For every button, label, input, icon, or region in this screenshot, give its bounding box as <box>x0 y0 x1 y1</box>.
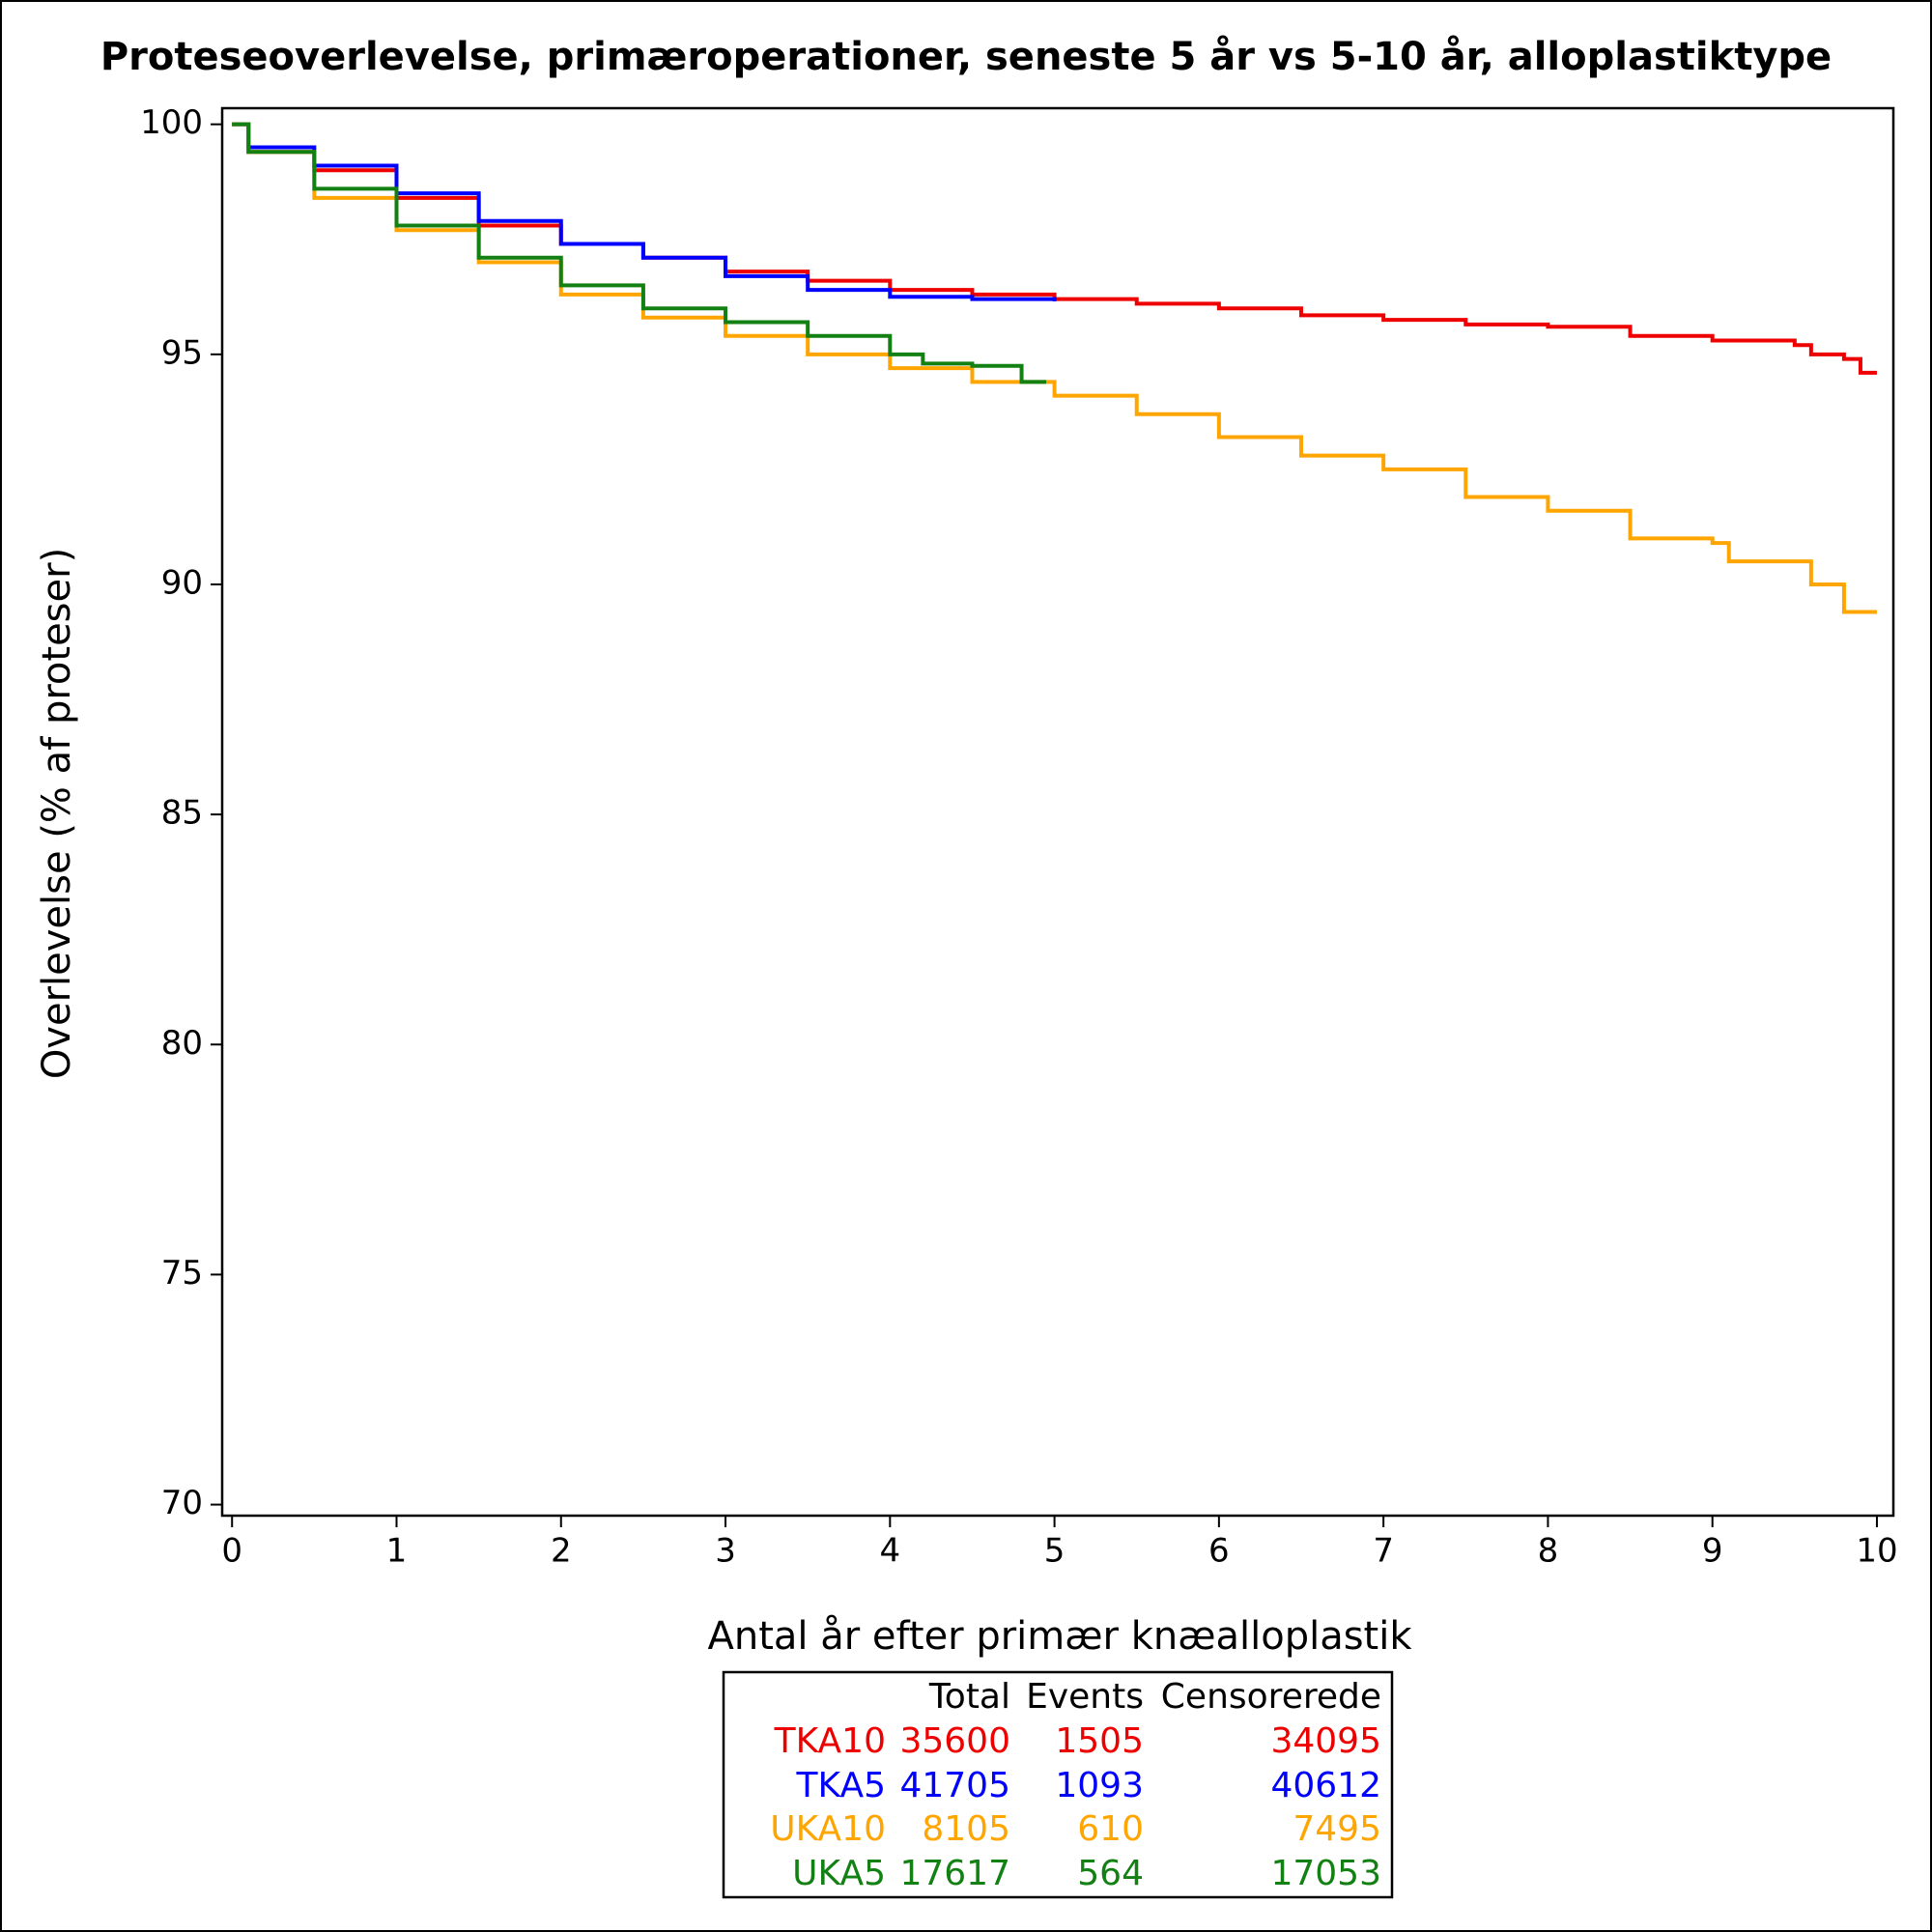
x-tick-label: 10 <box>1856 1532 1897 1571</box>
y-axis-label: Overlevelse (% af proteser) <box>35 548 79 1079</box>
x-tick-label: 7 <box>1373 1532 1394 1571</box>
table-cell: 8105 <box>922 1809 1010 1849</box>
table-cell: 564 <box>1077 1854 1144 1893</box>
table-header: Censorerede <box>1161 1677 1381 1717</box>
x-axis-label: Antal år efter primær knæalloplastik <box>707 1614 1412 1659</box>
table-cell: 40612 <box>1270 1766 1381 1805</box>
x-tick-label: 9 <box>1702 1532 1723 1571</box>
table-cell: 1093 <box>1055 1766 1144 1805</box>
table-header: Events <box>1026 1677 1144 1717</box>
y-tick-label: 100 <box>140 103 203 142</box>
y-tick-label: 95 <box>161 333 203 372</box>
table-cell: 35600 <box>899 1721 1010 1761</box>
table-cell: 17617 <box>899 1854 1010 1893</box>
y-tick-label: 70 <box>161 1484 203 1522</box>
table-cell: 34095 <box>1270 1721 1381 1761</box>
table-cell: 7495 <box>1293 1809 1381 1849</box>
x-tick-label: 8 <box>1538 1532 1559 1571</box>
y-tick-label: 75 <box>161 1254 203 1293</box>
chart-title: Proteseoverlevelse, primæroperationer, s… <box>100 34 1832 79</box>
x-tick-label: 6 <box>1208 1532 1230 1571</box>
table-cell: 1505 <box>1055 1721 1144 1761</box>
table-cell: 17053 <box>1270 1854 1381 1893</box>
table-row-label: UKA10 <box>770 1809 886 1849</box>
table-cell: 41705 <box>899 1766 1010 1805</box>
x-tick-label: 1 <box>386 1532 408 1571</box>
summary-table <box>722 1670 1394 1899</box>
y-tick-label: 90 <box>161 563 203 602</box>
x-tick-label: 4 <box>879 1532 900 1571</box>
table-cell: 610 <box>1077 1809 1144 1849</box>
table-row-label: TKA10 <box>774 1721 886 1761</box>
plot-area <box>220 106 1895 1518</box>
x-tick-label: 2 <box>551 1532 572 1571</box>
table-row-label: TKA5 <box>796 1766 887 1805</box>
y-tick-label: 80 <box>161 1024 203 1063</box>
x-tick-label: 5 <box>1044 1532 1065 1571</box>
survival-line <box>232 122 1047 384</box>
x-tick-label: 0 <box>221 1532 242 1571</box>
x-tick-label: 3 <box>715 1532 736 1571</box>
table-header: Total <box>928 1677 1010 1717</box>
table-row-label: UKA5 <box>792 1854 886 1893</box>
y-tick-label: 85 <box>161 794 203 833</box>
